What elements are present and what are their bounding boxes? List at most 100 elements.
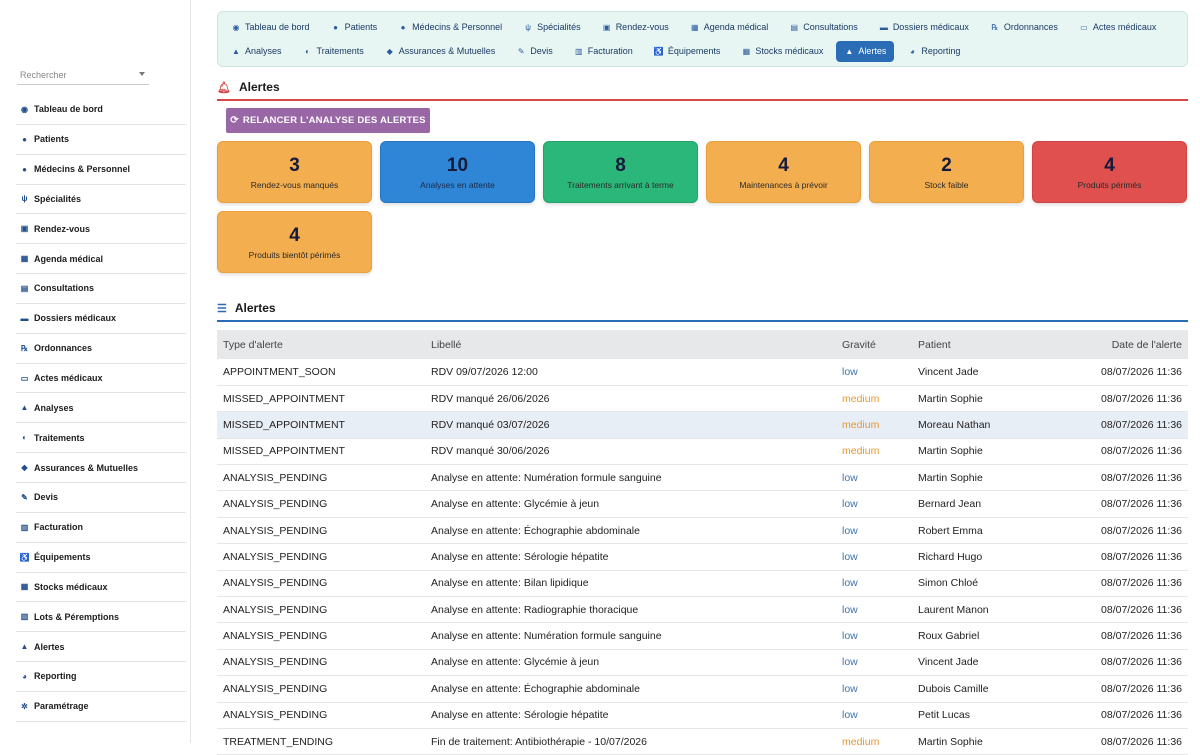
chart-pie-icon: ◕ [909,46,915,56]
gear-icon: ✲ [21,701,28,711]
table-row[interactable]: ANALYSIS_PENDING Analyse en attente: Glyc… [217,491,1188,518]
sidebar-item-ordonnances[interactable]: ℞ Ordonnances [16,334,186,364]
table-row[interactable]: ANALYSIS_PENDING Analyse en attente: Numé… [217,623,1188,650]
cell-type: APPOINTMENT_SOON [223,365,336,378]
table-row[interactable]: ANALYSIS_PENDING Analyse en attente: Numé… [217,465,1188,491]
tab-medecins-personnel[interactable]: ● Médecins & Personnel [385,17,510,38]
table-row[interactable]: MISSED_APPOINTMENT RDV manqué 26/06/2026 m… [217,385,1188,412]
cell-severity: low [842,577,858,590]
summary-card[interactable]: 3 Rendez-vous manqués [217,141,372,203]
sidebar-item-lots-peremptions[interactable]: ▥ Lots & Péremptions [16,602,186,633]
tab-tableau-de-bord[interactable]: ◉ Tableau de bord [218,17,318,38]
chart-pie-icon: ◕ [22,671,27,681]
cell-patient: Vincent Jade [918,656,979,669]
tab-label: Patients [344,22,378,32]
sidebar-item-patients[interactable]: ● Patients [16,125,186,155]
table-row[interactable]: APPOINTMENT_SOON RDV 09/07/2026 12:00 low V… [217,359,1188,386]
cell-date: 08/07/2026 11:36 [1101,550,1182,563]
tab-facturation[interactable]: ▥ Facturation [561,41,641,62]
tab-actes-medicaux[interactable]: ▭ Actes médicaux [1066,17,1165,38]
tab-ordonnances[interactable]: ℞ Ordonnances [977,17,1066,38]
sidebar-item-reporting[interactable]: ◕ Reporting [16,662,186,692]
column-header-date[interactable]: Date de l'alerte [1111,338,1182,351]
tab-agenda-medical[interactable]: ▦ Agenda médical [677,17,777,38]
clipboard-icon: ▤ [20,283,29,293]
list-icon: ☰ [217,302,227,315]
summary-card-label: Traitements arrivant à terme [567,179,674,190]
sidebar-item-analyses[interactable]: ▲ Analyses [16,393,186,424]
cell-label: RDV manqué 26/06/2026 [431,392,550,405]
table-row[interactable]: ANALYSIS_PENDING Analyse en attente: Écho… [217,676,1188,703]
column-header-patient[interactable]: Patient [918,338,951,351]
sidebar-item-medecins-personnel[interactable]: ● Médecins & Personnel [16,155,186,185]
tab-label: Consultations [803,22,858,32]
column-header-severity[interactable]: Gravité [842,338,876,351]
cell-patient: Richard Hugo [918,550,983,563]
table-row[interactable]: TREATMENT_ENDING Fin de traitement: Antib… [217,728,1188,755]
cell-label: RDV 09/07/2026 12:00 [431,365,538,378]
column-header-type[interactable]: Type d'alerte [223,338,283,351]
tab-analyses[interactable]: ▲ Analyses [218,41,290,62]
tab-patients[interactable]: ● Patients [318,17,386,38]
summary-card-label: Analyses en attente [420,179,495,190]
summary-card[interactable]: 8 Traitements arrivant à terme [543,141,698,203]
cell-type: MISSED_APPOINTMENT [223,392,345,405]
calendar-icon: ▦ [690,22,699,32]
sidebar-item-devis[interactable]: ✎ Devis [16,483,186,513]
table-row[interactable]: ANALYSIS_PENDING Analyse en attente: Radi… [217,597,1188,623]
table-row[interactable]: MISSED_APPOINTMENT RDV manqué 03/07/2026 m… [217,411,1188,439]
tab-label: Médecins & Personnel [412,22,503,32]
sidebar-item-label: Reporting [34,671,77,682]
summary-card[interactable]: 4 Produits bientôt périmés [217,211,372,273]
sidebar-item-consultations[interactable]: ▤ Consultations [16,274,186,304]
table-row[interactable]: ANALYSIS_PENDING Analyse en attente: Glyc… [217,649,1188,676]
table-row[interactable]: ANALYSIS_PENDING Analyse en attente: Séro… [217,702,1188,729]
table-row[interactable]: MISSED_APPOINTMENT RDV manqué 30/06/2026 m… [217,438,1188,465]
sidebar-item-tableau-de-bord[interactable]: ◉ Tableau de bord [16,95,186,125]
tab-traitements[interactable]: ◐ Traitements [290,41,372,62]
summary-card[interactable]: 10 Analyses en attente [380,141,535,203]
tab-consultations[interactable]: ▤ Consultations [776,17,866,38]
tab-assurances-mutuelles[interactable]: ◆ Assurances & Mutuelles [372,41,504,62]
tab-dossiers-medicaux[interactable]: ▬ Dossiers médicaux [866,17,977,38]
sidebar-item-label: Spécialités [34,193,82,204]
bed-icon: ▭ [1080,22,1088,32]
cell-patient: Moreau Nathan [918,418,991,431]
sidebar-item-stocks-medicaux[interactable]: ▦ Stocks médicaux [16,573,186,603]
summary-card[interactable]: 2 Stock faible [869,141,1024,203]
column-header-label[interactable]: Libellé [431,338,462,351]
tab-devis[interactable]: ✎ Devis [503,41,561,62]
sidebar-item-dossiers-medicaux[interactable]: ▬ Dossiers médicaux [16,304,186,334]
table-row[interactable]: ANALYSIS_PENDING Analyse en attente: Séro… [217,544,1188,571]
summary-card[interactable]: 4 Produits périmés [1032,141,1187,203]
sidebar-item-traitements[interactable]: ◐ Traitements [16,423,186,454]
alerts-list-title: Alertes [234,301,276,315]
sidebar-item-actes-medicaux[interactable]: ▭ Actes médicaux [16,364,186,394]
tab-stocks-medicaux[interactable]: ▦ Stocks médicaux [728,41,831,62]
relaunch-analysis-button[interactable]: ⟳ RELANCER L'ANALYSE DES ALERTES [226,108,430,133]
tab-reporting[interactable]: ◕ Reporting [894,41,968,62]
sidebar-item-facturation[interactable]: ▥ Facturation [16,513,186,543]
tab-specialites[interactable]: ψ Spécialités [510,17,589,38]
sidebar-item-equipements[interactable]: ♿ Équipements [16,543,186,573]
cell-patient: Robert Emma [918,524,983,537]
sidebar-item-specialites[interactable]: ψ Spécialités [16,185,186,215]
sidebar-item-rendez-vous[interactable]: ▣ Rendez-vous [16,214,186,245]
tab-label: Actes médicaux [1092,22,1157,32]
sidebar-item-parametrage[interactable]: ✲ Paramétrage [16,692,186,722]
folder-icon: ▬ [20,313,29,323]
cell-severity: low [842,550,858,563]
tab-label: Tableau de bord [245,22,310,32]
search-select[interactable]: Rechercher [17,66,149,85]
tab-equipements[interactable]: ♿ Équipements [641,41,729,62]
chevron-down-icon[interactable] [139,72,145,76]
sidebar-item-alertes[interactable]: ▲ Alertes [16,632,186,663]
tab-rendez-vous[interactable]: ▣ Rendez-vous [589,17,677,38]
table-row[interactable]: ANALYSIS_PENDING Analyse en attente: Écho… [217,517,1188,544]
sidebar-item-assurances-mutuelles[interactable]: ◆ Assurances & Mutuelles [16,453,186,483]
sidebar-item-agenda-medical[interactable]: ▦ Agenda médical [16,244,186,275]
table-row[interactable]: ANALYSIS_PENDING Analyse en attente: Bila… [217,570,1188,597]
summary-card[interactable]: 4 Maintenances à prévoir [706,141,861,203]
tab-alertes[interactable]: ▲ Alertes [836,40,895,62]
cell-label: Analyse en attente: Échographie abdomina… [431,524,640,537]
